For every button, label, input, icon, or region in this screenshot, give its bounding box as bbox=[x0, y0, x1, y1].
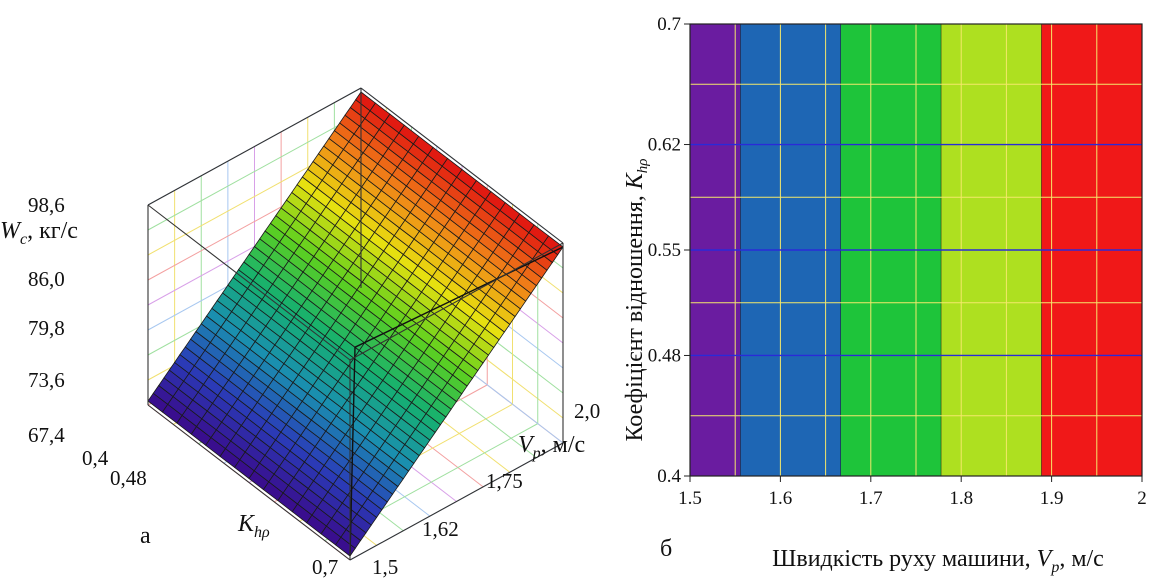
x-tick-label: 2 bbox=[1137, 488, 1147, 509]
k-tick-label: 0,48 bbox=[110, 466, 147, 490]
v-tick-label: 1,75 bbox=[486, 469, 523, 493]
heatmap-grid bbox=[690, 24, 1142, 476]
heatmap-x-axis-label: Швидкість руху машини, Vp, м/с bbox=[772, 546, 1104, 576]
y-tick-label: 0.7 bbox=[657, 14, 681, 35]
box-edge bbox=[349, 242, 564, 361]
heatmap-y-ticks: 0.4 0.48 0.55 0.62 0.7 bbox=[648, 14, 690, 487]
heatmap-panel: 1.5 1.6 1.7 1.8 1.9 2 0.4 0.48 0.55 0.62 0.7 Коеф… bbox=[600, 0, 1154, 578]
y-tick-label: 0.4 bbox=[657, 466, 681, 487]
grid-line bbox=[147, 112, 362, 231]
box-edge bbox=[147, 404, 351, 561]
z-tick-label: 67,4 bbox=[28, 423, 65, 447]
v-axis-label: Vp, м/с bbox=[518, 432, 585, 462]
k-tick-label: 0,7 bbox=[312, 555, 338, 578]
v-tick-label: 1,62 bbox=[422, 517, 459, 541]
surface-projection-line bbox=[349, 246, 564, 557]
panel-letter-a: а bbox=[140, 523, 151, 549]
x-tick-label: 1.8 bbox=[949, 488, 973, 509]
x-tick-label: 1.5 bbox=[678, 488, 702, 509]
k-tick-label: 0,4 bbox=[82, 446, 109, 470]
v-tick-label: 2,0 bbox=[574, 399, 600, 423]
x-tick-label: 1.7 bbox=[859, 488, 883, 509]
v-tick-label: 1,5 bbox=[372, 555, 398, 578]
z-tick-label: 79,8 bbox=[28, 316, 65, 340]
box-edge bbox=[147, 204, 351, 361]
y-tick-label: 0.55 bbox=[648, 240, 681, 261]
panel-letter-b: б bbox=[660, 536, 672, 562]
y-tick-label: 0.62 bbox=[648, 135, 681, 156]
z-axis-label: Wc, кг/с bbox=[0, 218, 78, 248]
heatmap-y-axis-label: Коефіцієнт відношення, Khρ bbox=[622, 158, 651, 441]
y-tick-label: 0.48 bbox=[648, 345, 681, 366]
x-tick-label: 1.9 bbox=[1040, 488, 1064, 509]
z-tick-label: 86,0 bbox=[28, 267, 65, 291]
box-edge bbox=[360, 87, 564, 244]
surface-plot: Wc, кг/с 98,6 86,0 79,8 73,6 67,4 0,4 0,… bbox=[0, 87, 600, 579]
z-tick-label: 98,6 bbox=[28, 193, 65, 217]
box-edge bbox=[147, 87, 362, 206]
surface-box-front-edges bbox=[147, 87, 564, 561]
z-tick-label: 73,6 bbox=[28, 368, 65, 392]
heatmap-plot: 1.5 1.6 1.7 1.8 1.9 2 0.4 0.48 0.55 0.62 0.7 Коеф… bbox=[622, 14, 1147, 576]
heatmap-x-ticks: 1.5 1.6 1.7 1.8 1.9 2 bbox=[678, 476, 1147, 509]
box-edge bbox=[349, 442, 564, 561]
x-tick-label: 1.6 bbox=[769, 488, 793, 509]
k-axis-label: Khρ bbox=[237, 511, 270, 541]
surface-plot-panel: Wc, кг/с 98,6 86,0 79,8 73,6 67,4 0,4 0,… bbox=[0, 87, 600, 579]
